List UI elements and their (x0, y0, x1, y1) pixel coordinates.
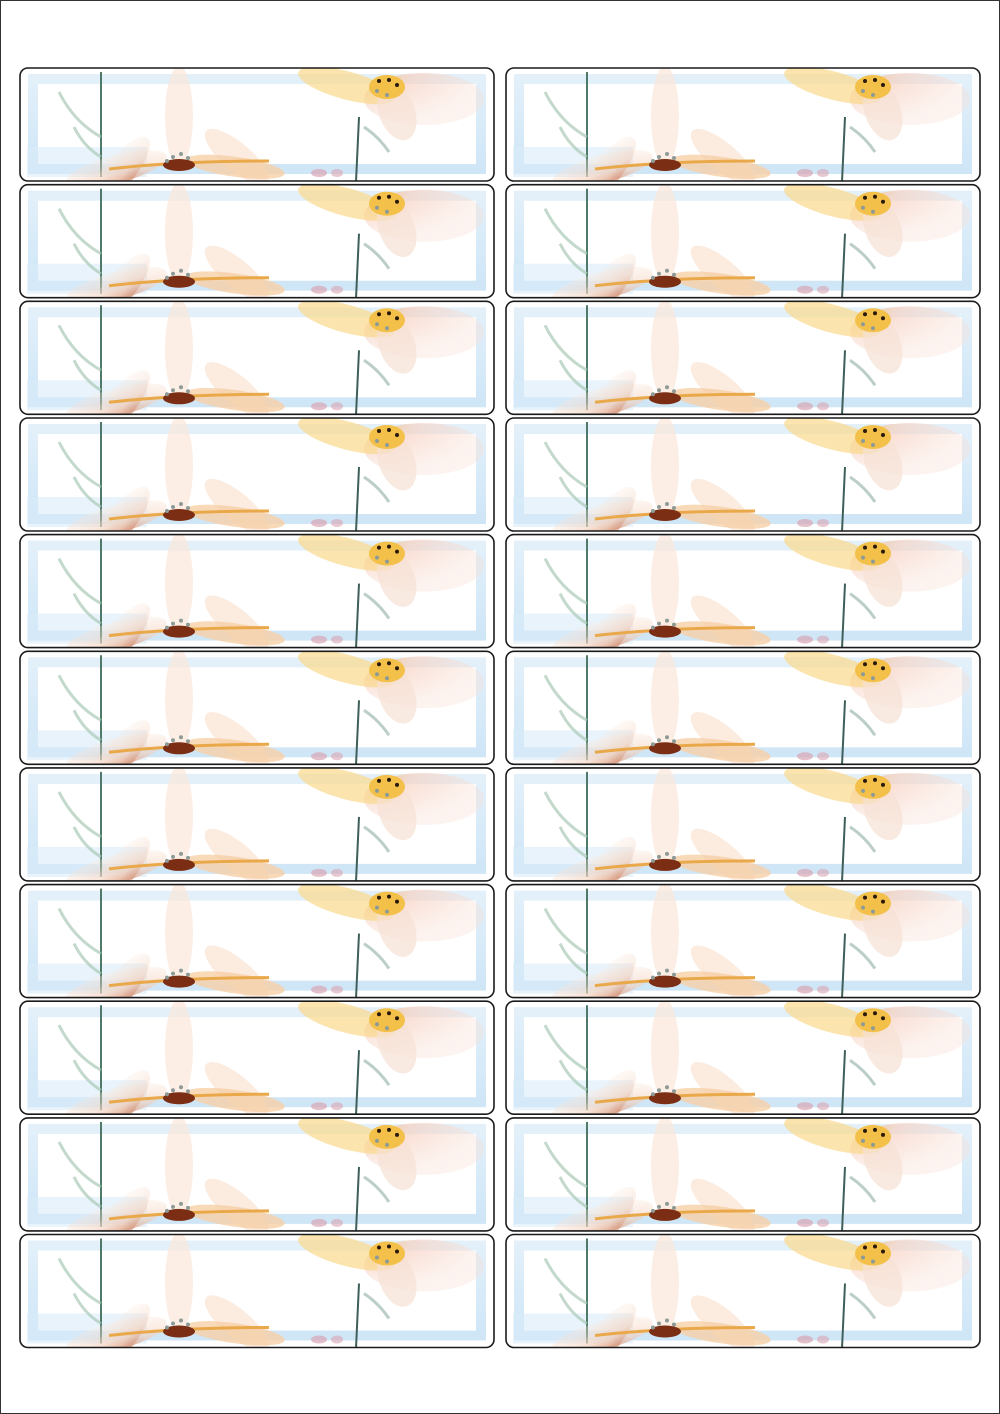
label-sheet (0, 0, 1000, 1414)
page: {} (0, 0, 1000, 1414)
